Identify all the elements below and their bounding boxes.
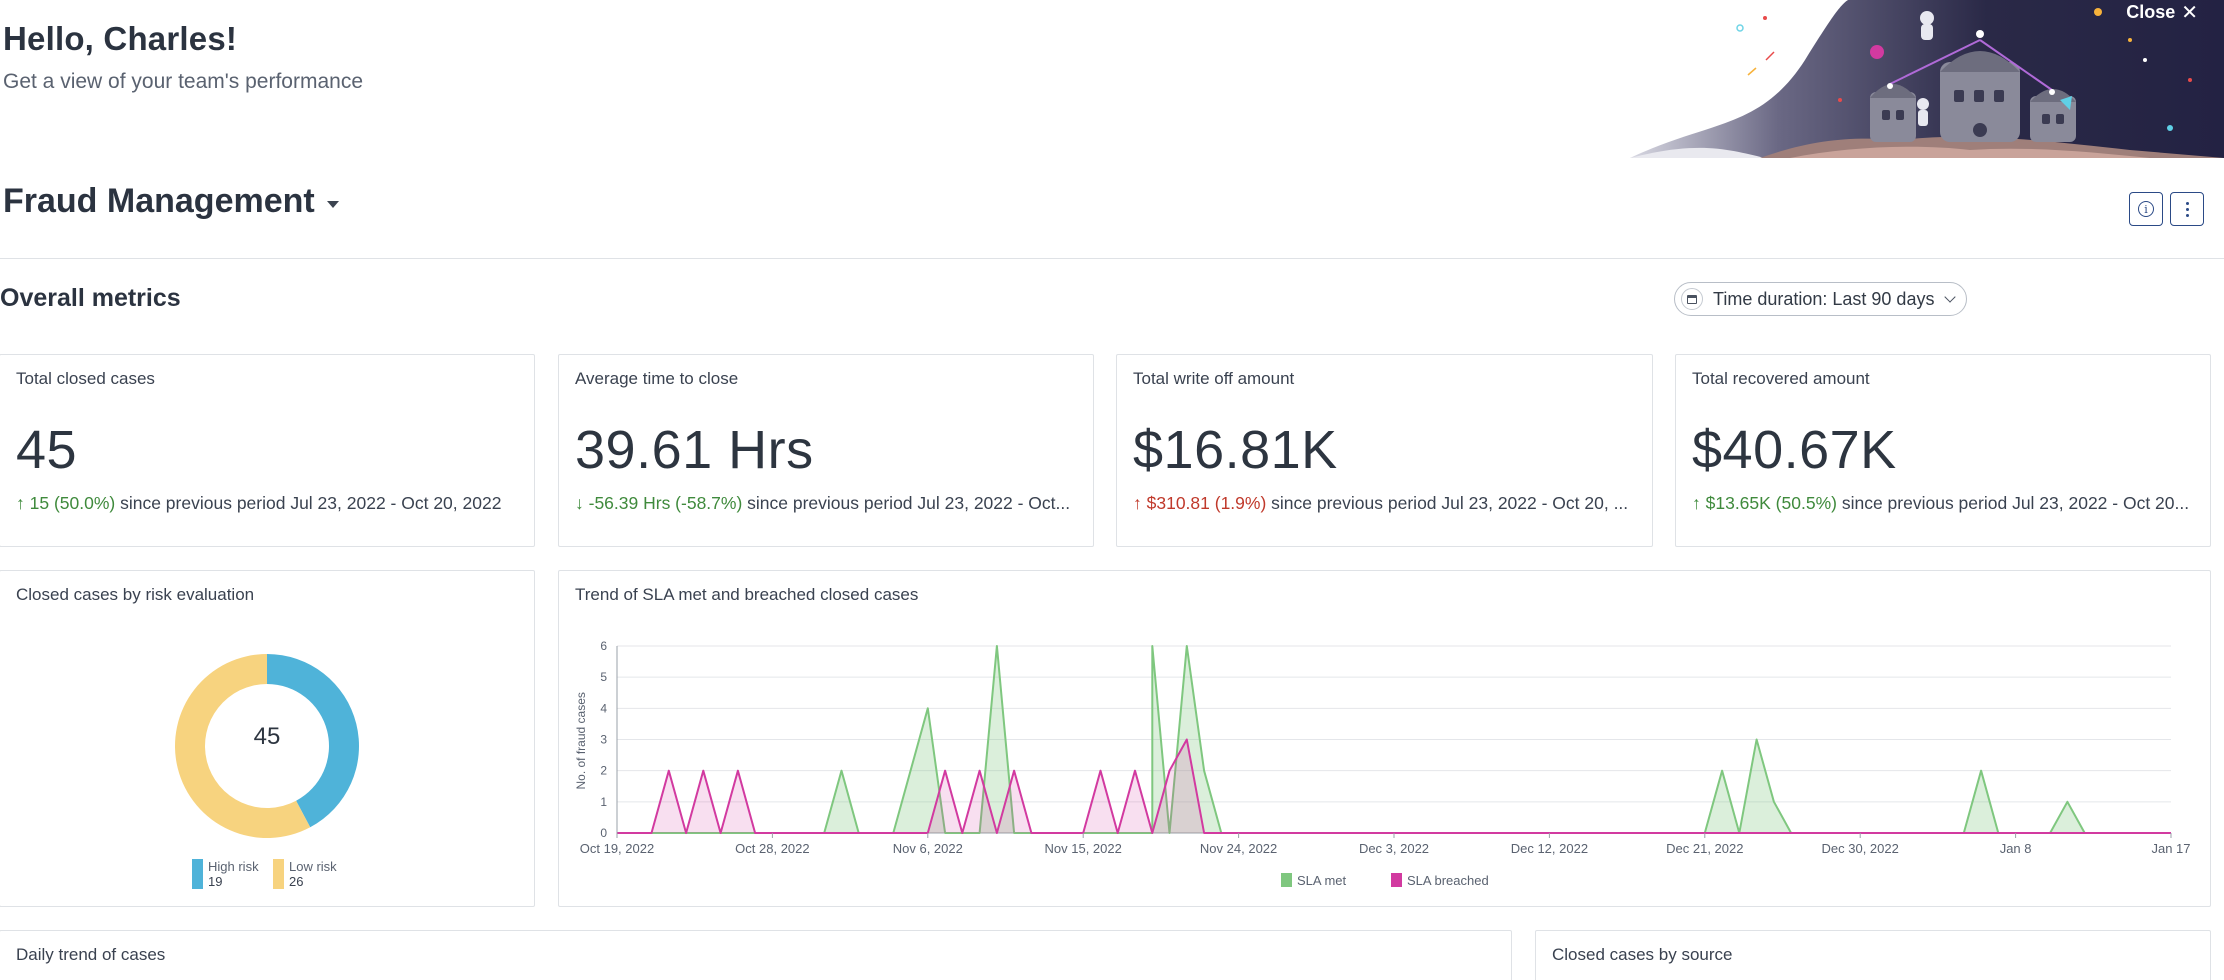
legend-label: Low risk xyxy=(289,859,337,874)
metric-delta-text: since previous period Jul 23, 2022 - Oct… xyxy=(742,493,1071,513)
metric-value: $40.67K xyxy=(1692,420,1897,480)
y-tick-label: 5 xyxy=(600,670,607,684)
x-tick-label: Jan 8 xyxy=(2000,841,2032,856)
y-tick-label: 0 xyxy=(600,826,607,840)
metric-delta-value: $13.65K (50.5%) xyxy=(1705,493,1837,513)
x-tick-label: Dec 30, 2022 xyxy=(1822,841,1899,856)
legend-swatch xyxy=(273,859,284,889)
dashboard-selector[interactable]: Fraud Management xyxy=(3,182,339,221)
metric-card-average-time-to-close: Average time to close 39.61 Hrs ↓ -56.39… xyxy=(558,354,1094,547)
metric-delta: ↓ -56.39 Hrs (-58.7%) since previous per… xyxy=(575,493,1081,514)
series-line-sla-met[interactable] xyxy=(617,645,2171,834)
metric-delta-text: since previous period Jul 23, 2022 - Oct… xyxy=(115,493,502,513)
closed-by-source-card: Closed cases by source xyxy=(1535,930,2211,980)
more-options-button[interactable] xyxy=(2170,192,2204,226)
info-icon: i xyxy=(2138,201,2154,217)
sla-trend-card: Trend of SLA met and breached closed cas… xyxy=(558,570,2211,907)
metric-card-total-write-off-amount: Total write off amount $16.81K ↑ $310.81… xyxy=(1116,354,1653,547)
legend-value: 26 xyxy=(289,874,303,889)
y-tick-label: 6 xyxy=(600,639,607,653)
metric-title: Total closed cases xyxy=(16,369,155,388)
info-button[interactable]: i xyxy=(2129,192,2163,226)
metric-delta-value: 15 (50.0%) xyxy=(29,493,116,513)
series-area-sla-met xyxy=(617,646,2171,833)
arrow-up-icon: ↑ xyxy=(1692,493,1701,513)
y-tick-label: 4 xyxy=(600,701,607,715)
metric-title: Total write off amount xyxy=(1133,369,1295,388)
time-duration-label: Time duration: Last 90 days xyxy=(1713,288,1935,309)
chevron-down-icon xyxy=(1944,291,1957,303)
metric-value: $16.81K xyxy=(1133,420,1338,480)
caret-down-icon xyxy=(326,201,339,208)
space-illustration xyxy=(1630,0,2224,158)
close-icon: ✕ xyxy=(2181,2,2198,24)
x-tick-label: Oct 28, 2022 xyxy=(735,841,809,856)
x-tick-label: Nov 15, 2022 xyxy=(1045,841,1122,856)
legend-label: High risk xyxy=(208,859,259,874)
legend-swatch xyxy=(1281,873,1292,887)
donut-slice-high-risk[interactable] xyxy=(267,654,359,828)
card-title: Trend of SLA met and breached closed cas… xyxy=(575,585,919,604)
x-tick-label: Dec 3, 2022 xyxy=(1359,841,1429,856)
header-divider xyxy=(0,258,2224,259)
legend-swatch xyxy=(192,859,203,889)
metric-title: Total recovered amount xyxy=(1692,369,1870,388)
x-tick-label: Oct 19, 2022 xyxy=(580,841,654,856)
x-tick-label: Dec 12, 2022 xyxy=(1511,841,1588,856)
y-axis-label: No. of fraud cases xyxy=(574,692,588,789)
legend-label: SLA breached xyxy=(1407,873,1489,888)
legend-item[interactable]: SLA met xyxy=(1281,873,1347,888)
y-tick-label: 3 xyxy=(600,733,607,747)
series-area-sla-breached xyxy=(617,739,2171,833)
legend-label: SLA met xyxy=(1297,873,1347,888)
arrow-up-icon: ↑ xyxy=(16,493,25,513)
card-title: Daily trend of cases xyxy=(16,945,166,964)
metric-delta-value: -56.39 Hrs (-58.7%) xyxy=(588,493,743,513)
metric-card-total-closed-cases: Total closed cases 45 ↑ 15 (50.0%) since… xyxy=(0,354,535,547)
sla-trend-chart: 0 1 2 3 4 5 6 No. of fraud cases Oct 19, 2022 Oc… xyxy=(574,639,2191,888)
risk-evaluation-card: Closed cases by risk evaluation 45 High … xyxy=(0,570,535,907)
y-tick-label: 2 xyxy=(600,764,607,778)
daily-trend-card: Daily trend of cases xyxy=(0,930,1512,980)
metric-delta-text: since previous period Jul 23, 2022 - Oct… xyxy=(1836,493,2190,513)
metric-title: Average time to close xyxy=(575,369,739,388)
legend-value: 19 xyxy=(208,874,222,889)
x-tick-label: Dec 21, 2022 xyxy=(1666,841,1743,856)
greeting-title: Hello, Charles! xyxy=(3,20,238,57)
metric-delta: ↑ $310.81 (1.9%) since previous period J… xyxy=(1133,493,1640,514)
metric-value: 39.61 Hrs xyxy=(575,420,814,480)
close-label: Close xyxy=(2126,2,2176,22)
series-line-sla-breached[interactable] xyxy=(617,738,2171,834)
metric-delta: ↑ 15 (50.0%) since previous period Jul 2… xyxy=(16,493,522,514)
legend-item[interactable]: SLA breached xyxy=(1391,873,1489,888)
dashboard-title: Fraud Management xyxy=(3,182,315,220)
metric-value: 45 xyxy=(16,420,78,480)
close-banner-button[interactable]: Close ✕ xyxy=(2126,0,2198,25)
greeting: Hello, Charles! Get a view of your team'… xyxy=(3,20,363,94)
donut-center-value: 45 xyxy=(254,723,281,750)
card-title: Closed cases by source xyxy=(1552,945,1733,964)
metric-delta-value: $310.81 (1.9%) xyxy=(1146,493,1267,513)
x-tick-label: Jan 17 xyxy=(2151,841,2190,856)
metric-delta: ↑ $13.65K (50.5%) since previous period … xyxy=(1692,493,2198,514)
x-tick-label: Nov 6, 2022 xyxy=(893,841,963,856)
arrow-down-icon: ↓ xyxy=(575,493,584,513)
time-duration-dropdown[interactable]: Time duration: Last 90 days xyxy=(1674,282,1968,316)
greeting-subtitle: Get a view of your team's performance xyxy=(3,70,363,93)
donut-slice-low-risk[interactable] xyxy=(174,654,311,838)
arrow-up-icon: ↑ xyxy=(1133,493,1142,513)
calendar-icon xyxy=(1681,288,1703,310)
metric-card-total-recovered-amount: Total recovered amount $40.67K ↑ $13.65K… xyxy=(1675,354,2211,547)
y-tick-label: 1 xyxy=(600,795,607,809)
metric-delta-text: since previous period Jul 23, 2022 - Oct… xyxy=(1266,493,1629,513)
legend-swatch xyxy=(1391,873,1402,887)
more-vertical-icon xyxy=(2185,201,2189,217)
welcome-banner: Close ✕ xyxy=(1590,0,2224,158)
x-tick-label: Nov 24, 2022 xyxy=(1200,841,1277,856)
card-title: Closed cases by risk evaluation xyxy=(16,585,255,604)
overall-metrics-title: Overall metrics xyxy=(0,284,181,312)
